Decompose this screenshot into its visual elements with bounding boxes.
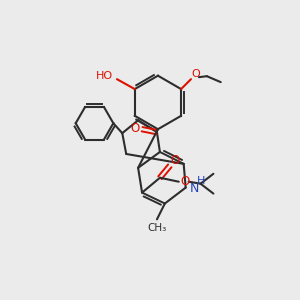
Text: O: O	[130, 122, 140, 135]
Text: N: N	[190, 182, 199, 195]
Text: CH₃: CH₃	[147, 223, 167, 233]
Text: O: O	[180, 175, 189, 188]
Text: O: O	[170, 154, 179, 167]
Text: O: O	[192, 69, 200, 79]
Text: HO: HO	[95, 71, 112, 81]
Text: H: H	[197, 176, 206, 186]
